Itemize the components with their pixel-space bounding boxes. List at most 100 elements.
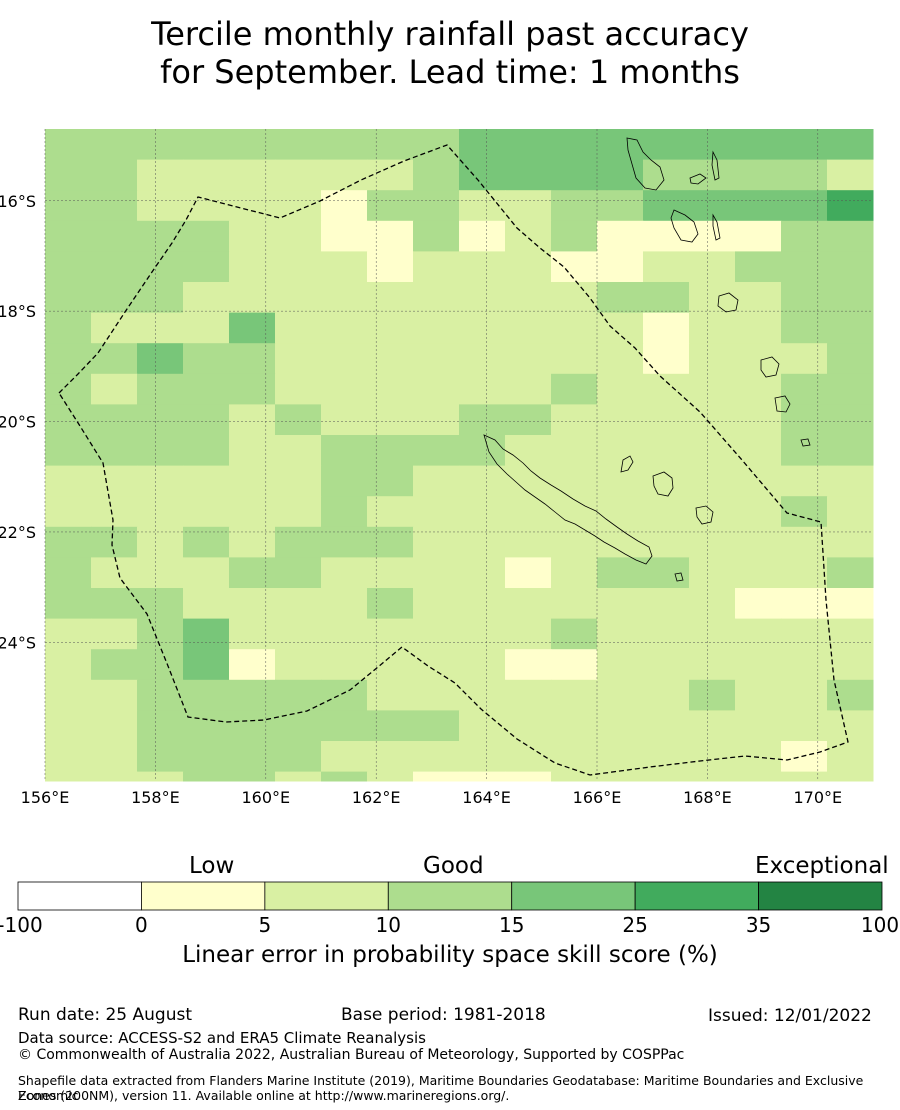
colorbar-tick-label: -100 bbox=[0, 913, 43, 937]
grid-cell bbox=[781, 190, 828, 222]
grid-cell bbox=[459, 649, 506, 681]
grid-cell bbox=[183, 435, 230, 467]
grid-cell bbox=[229, 373, 276, 405]
grid-cell bbox=[275, 343, 322, 375]
grid-cell bbox=[413, 220, 460, 252]
grid-cell bbox=[321, 741, 368, 773]
grid-cell bbox=[735, 373, 782, 405]
grid-cell bbox=[91, 588, 138, 620]
grid-cell bbox=[321, 373, 368, 405]
grid-cell bbox=[689, 526, 736, 558]
grid-cell bbox=[551, 251, 598, 283]
grid-cell bbox=[229, 435, 276, 467]
grid-cell bbox=[229, 251, 276, 283]
grid-cell bbox=[367, 526, 414, 558]
grid-cell bbox=[91, 190, 138, 222]
grid-cell bbox=[413, 588, 460, 620]
loyalty-island-ouvea bbox=[620, 455, 634, 473]
grid-cell bbox=[45, 343, 92, 375]
grid-cell bbox=[367, 771, 414, 782]
grid-cell bbox=[183, 159, 230, 191]
grid-cell bbox=[459, 557, 506, 589]
grid-cell bbox=[413, 618, 460, 650]
grid-cell bbox=[413, 710, 460, 742]
grid-cell bbox=[689, 649, 736, 681]
copyright: © Commonwealth of Australia 2022, Austra… bbox=[18, 1047, 685, 1063]
grid-cell bbox=[137, 465, 184, 497]
grid-cell bbox=[643, 710, 690, 742]
grid-cell bbox=[413, 465, 460, 497]
grid-cell bbox=[459, 404, 506, 436]
grid-cell bbox=[827, 220, 874, 252]
grid-cell bbox=[229, 710, 276, 742]
grid-cell bbox=[735, 190, 782, 222]
grid-cell bbox=[367, 373, 414, 405]
grid-cell bbox=[367, 496, 414, 528]
grid-cell bbox=[413, 526, 460, 558]
grid-cell bbox=[459, 220, 506, 252]
grid-cell bbox=[827, 496, 874, 528]
grid-cell bbox=[413, 404, 460, 436]
grid-cell bbox=[643, 312, 690, 344]
grid-cell bbox=[367, 588, 414, 620]
grid-cell bbox=[229, 557, 276, 589]
grid-cell bbox=[505, 129, 552, 161]
grid-cell bbox=[413, 251, 460, 283]
grid-cell bbox=[827, 373, 874, 405]
grid-cell bbox=[781, 312, 828, 344]
grid-cell bbox=[459, 343, 506, 375]
grid-cell bbox=[275, 710, 322, 742]
grid-cell bbox=[137, 129, 184, 161]
grid-cell bbox=[827, 771, 874, 782]
loyalty-island-lifou bbox=[695, 505, 714, 525]
grid-cell bbox=[91, 771, 138, 782]
grid-cell bbox=[597, 190, 644, 222]
grid-cell bbox=[735, 496, 782, 528]
x-tick-label: 164°E bbox=[462, 788, 511, 807]
lat-lon-gridlines bbox=[44, 129, 873, 781]
grid-cell bbox=[91, 741, 138, 773]
grid-cell bbox=[45, 190, 92, 222]
grid-cell bbox=[459, 373, 506, 405]
grid-cell bbox=[137, 679, 184, 711]
grid-cell bbox=[413, 649, 460, 681]
x-tick-label: 158°E bbox=[131, 788, 180, 807]
grid-cell bbox=[275, 465, 322, 497]
grid-cell bbox=[183, 741, 230, 773]
grid-cell bbox=[781, 618, 828, 650]
grid-cell bbox=[91, 649, 138, 681]
grid-cell bbox=[643, 282, 690, 314]
grid-cell bbox=[321, 190, 368, 222]
grid-cell bbox=[551, 588, 598, 620]
map-figure: 156°E 158°E 160°E 162°E 164°E 166°E 168°E 170°E… bbox=[0, 129, 874, 807]
grid-cell bbox=[183, 129, 230, 161]
grid-cell bbox=[597, 312, 644, 344]
colorbar-segment bbox=[141, 881, 266, 911]
grid-cell bbox=[735, 312, 782, 344]
colorbar bbox=[17, 881, 883, 911]
grid-cell bbox=[643, 220, 690, 252]
grid-cell bbox=[275, 679, 322, 711]
grid-cell bbox=[137, 159, 184, 191]
shapefile-credit-line-1: Shapefile data extracted from Flanders M… bbox=[18, 1073, 864, 1103]
grid-cell bbox=[275, 312, 322, 344]
grid-cell bbox=[643, 496, 690, 528]
grid-cell bbox=[505, 588, 552, 620]
grid-cell bbox=[321, 251, 368, 283]
colorbar-label: Linear error in probability space skill … bbox=[182, 942, 718, 968]
grid-cell bbox=[91, 373, 138, 405]
grid-cell bbox=[781, 220, 828, 252]
grid-cell bbox=[689, 373, 736, 405]
grid-cell bbox=[45, 649, 92, 681]
grid-cell bbox=[137, 618, 184, 650]
grid-cell bbox=[689, 618, 736, 650]
grid-cell bbox=[183, 649, 230, 681]
grid-cell bbox=[137, 710, 184, 742]
grid-cell bbox=[735, 649, 782, 681]
grid-cell bbox=[459, 251, 506, 283]
colorbar-tick-label: 100 bbox=[860, 913, 900, 937]
vanuatu-malakula bbox=[670, 209, 699, 243]
grid-cell bbox=[551, 771, 598, 782]
grid-cell bbox=[735, 771, 782, 782]
grid-cell bbox=[91, 129, 138, 161]
